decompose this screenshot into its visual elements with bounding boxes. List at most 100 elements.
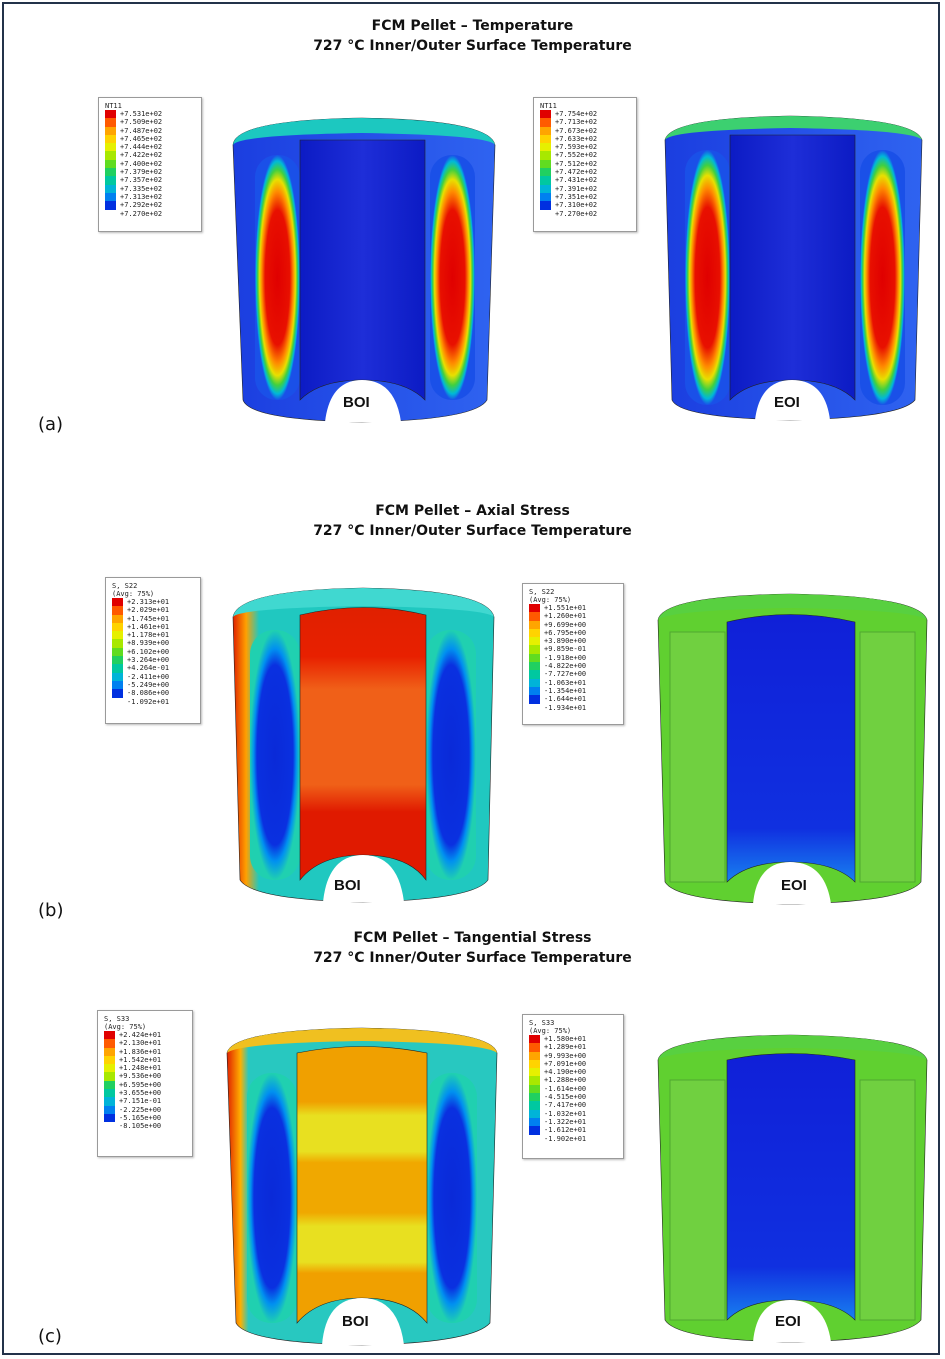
pellet-axial-stress-boi: BOI <box>232 587 495 903</box>
pellet-axial-stress-eoi: EOI <box>657 593 928 905</box>
legend-value: +7.310e+02 <box>555 201 598 210</box>
legend-row: +1.542e+01 <box>104 1055 187 1065</box>
legend-row: +7.754e+02 <box>540 110 631 119</box>
legend-value: +1.542e+01 <box>119 1055 162 1064</box>
legend-row: +1.248e+01 <box>104 1064 187 1073</box>
legend-row: +9.536e+00 <box>104 1072 187 1081</box>
legend-swatch <box>540 126 551 135</box>
legend-swatch <box>104 1113 115 1123</box>
inner-bore-boi <box>299 139 426 401</box>
legend-row: -1.092e+01 <box>112 698 195 706</box>
legend-swatch <box>105 192 116 202</box>
legend-swatch <box>529 695 540 704</box>
legend-swatch <box>540 168 551 177</box>
legend-value: -8.086e+00 <box>127 689 170 698</box>
legend-value: +2.424e+01 <box>119 1031 162 1039</box>
legend-row: +7.379e+02 <box>105 168 196 177</box>
bore-opening-boi <box>322 1298 404 1345</box>
panel-c-label: (c) <box>38 1326 62 1347</box>
legend-swatch <box>540 134 551 144</box>
top-ring-eoi <box>658 594 927 620</box>
legend-title: NT11 <box>540 102 557 110</box>
legend-swatch <box>529 662 540 671</box>
legend-row: +4.264e-01 <box>112 664 195 673</box>
legend-value: +6.795e+00 <box>544 628 587 637</box>
legend-swatch <box>105 151 116 160</box>
panel-b-title: FCM Pellet – Axial Stress 727 °C Inner/O… <box>0 501 945 541</box>
bore-opening-boi <box>325 380 401 422</box>
legend-value: -1.902e+01 <box>544 1134 587 1143</box>
inner-bore-eoi <box>726 1053 856 1321</box>
legend-title: NT11 <box>105 102 122 110</box>
legend-value: -5.249e+00 <box>127 680 170 689</box>
legend-value: +6.595e+00 <box>119 1080 162 1089</box>
legend-row: -4.822e+00 <box>529 662 618 671</box>
legend-value: +7.151e-01 <box>119 1097 162 1106</box>
legend-row: -7.417e+00 <box>529 1101 618 1110</box>
legend-value: +7.270e+02 <box>120 209 163 218</box>
legend-swatch <box>529 1109 540 1118</box>
legend-swatch <box>112 647 123 657</box>
legend-row: +7.270e+02 <box>540 210 631 218</box>
legend-swatch <box>112 689 123 698</box>
legend-swatch <box>112 672 123 681</box>
legend-title: (Avg: 75%) <box>529 1027 572 1035</box>
legend-row: -8.105e+00 <box>104 1122 187 1130</box>
pellet-temperature-boi: BOI <box>232 117 496 423</box>
legend-row: -1.934e+01 <box>529 704 618 712</box>
legend-row: +7.431e+02 <box>540 176 631 185</box>
legend-value: +8.939e+00 <box>127 639 170 648</box>
legend-swatch <box>529 1117 540 1127</box>
legend-value: +1.288e+00 <box>544 1076 587 1085</box>
boi-tag: BOI <box>343 394 370 411</box>
legend-row: +7.310e+02 <box>540 201 631 210</box>
bore-opening-eoi <box>755 380 830 420</box>
legend-row: -8.086e+00 <box>112 689 195 698</box>
legend-title: (Avg: 75%) <box>112 590 155 598</box>
legend-row: +7.270e+02 <box>105 210 196 218</box>
legend-row: +7.400e+02 <box>105 159 196 169</box>
band-right-eoi <box>859 631 916 883</box>
legend-value: +7.472e+02 <box>555 168 598 177</box>
legend-row: +7.444e+02 <box>105 143 196 152</box>
legend-row: -5.249e+00 <box>112 680 195 690</box>
legend-row: +7.091e+00 <box>529 1059 618 1069</box>
legend-value: +7.509e+02 <box>120 118 163 127</box>
boi-tag: BOI <box>334 877 361 894</box>
legend-row: +2.424e+01 <box>104 1031 187 1040</box>
hot-band-left-eoi <box>685 150 730 405</box>
panel-a-label: (a) <box>38 414 64 435</box>
legend-row: +2.029e+01 <box>112 606 195 615</box>
legend-row: +7.633e+02 <box>540 134 631 144</box>
legend-row: +8.939e+00 <box>112 639 195 648</box>
legend-swatch <box>105 110 116 119</box>
legend-value: +7.391e+02 <box>555 184 598 193</box>
legend-swatch <box>104 1064 115 1073</box>
compression-band-left-boi <box>247 1073 297 1323</box>
legend-row: -2.225e+00 <box>104 1105 187 1114</box>
legend-swatch <box>105 168 116 177</box>
pellet-tangential-stress-eoi: EOI <box>657 1034 928 1343</box>
legend-swatch <box>529 1068 540 1077</box>
legend-swatch <box>104 1031 115 1040</box>
legend-value: +7.552e+02 <box>555 151 598 160</box>
legend-value: +1.260e+01 <box>544 612 587 621</box>
legend-swatch <box>104 1055 115 1065</box>
legend-value: +1.580e+01 <box>544 1035 587 1043</box>
legend-value: -2.225e+00 <box>119 1105 162 1114</box>
legend-value: +7.673e+02 <box>555 126 598 135</box>
legend-row: +1.551e+01 <box>529 604 618 613</box>
legend-row: +6.102e+00 <box>112 647 195 657</box>
bore-opening-eoi <box>753 1300 831 1342</box>
legend-swatch <box>529 1051 540 1060</box>
legend-swatch <box>105 210 116 218</box>
legend-value: +1.248e+01 <box>119 1064 162 1073</box>
legend-swatch <box>540 151 551 160</box>
inner-bore-boi <box>296 1046 428 1324</box>
legend-value: -8.105e+00 <box>119 1122 162 1131</box>
legend-row: +6.795e+00 <box>529 628 618 638</box>
legend-swatch <box>112 606 123 615</box>
legend-swatch <box>105 134 116 144</box>
legend-value: -1.354e+01 <box>544 686 587 695</box>
legend-swatch <box>529 1043 540 1052</box>
